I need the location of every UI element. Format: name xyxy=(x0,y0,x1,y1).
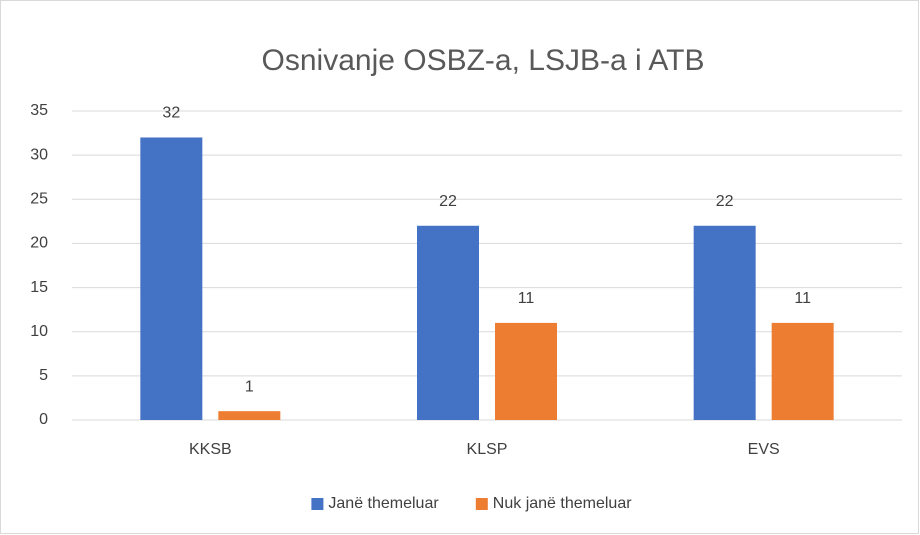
y-tick-label: 35 xyxy=(30,102,48,119)
legend-swatch xyxy=(475,498,488,510)
bar xyxy=(495,322,557,420)
y-tick-label: 15 xyxy=(30,279,48,296)
data-label: 1 xyxy=(245,378,254,395)
y-tick-label: 25 xyxy=(30,191,48,208)
y-tick-label: 20 xyxy=(30,235,48,252)
data-label: 22 xyxy=(439,193,457,210)
legend-swatch xyxy=(311,498,324,510)
legend-label: Nuk janë themeluar xyxy=(493,495,632,512)
data-label: 32 xyxy=(162,105,180,122)
legend-label: Janë themeluar xyxy=(328,495,439,512)
x-tick-label: EVS xyxy=(748,441,780,458)
data-label: 11 xyxy=(518,290,535,307)
y-tick-label: 30 xyxy=(30,146,48,163)
x-tick-label: KLSP xyxy=(467,441,508,458)
bar xyxy=(140,137,203,420)
bar xyxy=(417,225,479,420)
bar xyxy=(693,225,756,420)
bar xyxy=(218,411,281,420)
y-tick-label: 10 xyxy=(30,323,48,340)
data-label: 22 xyxy=(716,193,734,210)
bar xyxy=(771,322,834,420)
y-tick-label: 0 xyxy=(39,411,48,428)
y-tick-label: 5 xyxy=(39,367,48,384)
chart-title: Osnivanje OSBZ-a, LSJB-a i ATB xyxy=(262,44,705,77)
x-tick-label: KKSB xyxy=(189,441,232,458)
data-label: 11 xyxy=(794,290,811,307)
